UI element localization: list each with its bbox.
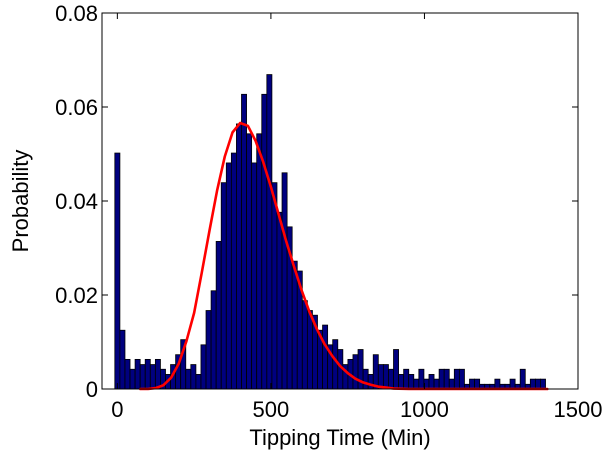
x-axis-label: Tipping Time (Min) xyxy=(249,425,430,450)
y-tick-label: 0.02 xyxy=(55,283,98,308)
histogram-bar xyxy=(377,364,384,390)
histogram-bar xyxy=(210,290,217,390)
x-tick-label: 500 xyxy=(253,397,290,422)
histogram-bar xyxy=(382,364,389,390)
histogram-bar xyxy=(220,182,227,390)
histogram-bar xyxy=(448,378,455,390)
histogram-bar xyxy=(443,368,450,390)
histogram-bar xyxy=(438,368,445,390)
histogram-bar xyxy=(195,374,202,390)
histogram-bar xyxy=(139,364,146,390)
axes-box xyxy=(101,12,579,390)
histogram-bar xyxy=(322,324,329,390)
histogram-bar xyxy=(129,368,136,390)
histogram-bar xyxy=(540,378,546,390)
tick-labels: 0 500 1000 1500 0 0.02 0.04 0.06 0.08 xyxy=(55,1,602,422)
histogram-bar xyxy=(200,344,207,390)
histogram-bar xyxy=(190,364,197,390)
x-tick-label: 0 xyxy=(111,397,123,422)
histogram-bar xyxy=(154,358,161,390)
histogram-bar xyxy=(519,368,526,390)
histogram-bar xyxy=(261,93,268,390)
histogram-bar xyxy=(144,358,151,390)
y-tick-label: 0.08 xyxy=(55,1,98,26)
histogram-bar xyxy=(494,378,501,390)
histogram-bar xyxy=(398,374,405,390)
y-tick-label: 0 xyxy=(86,377,98,402)
histogram-bar xyxy=(372,354,379,390)
histogram-bar xyxy=(246,133,253,390)
histogram-bar xyxy=(408,374,415,390)
histogram-bar xyxy=(241,93,247,390)
histogram-bar xyxy=(114,152,121,390)
histogram-bar xyxy=(388,368,394,390)
histogram-bars xyxy=(114,74,546,390)
histogram-bar xyxy=(291,260,298,390)
histogram-bar xyxy=(230,152,237,390)
histogram-bar xyxy=(215,241,222,390)
histogram-bar xyxy=(393,349,399,390)
x-tick-label: 1500 xyxy=(554,397,603,422)
histogram-bar xyxy=(266,74,273,390)
histogram-bar xyxy=(458,368,465,390)
histogram-bar xyxy=(509,378,516,390)
histogram-bar xyxy=(185,368,192,390)
histogram-bar xyxy=(352,354,359,390)
histogram-bar xyxy=(332,339,339,390)
histogram-bar xyxy=(205,310,212,390)
histogram-bar xyxy=(453,368,460,390)
histogram-bar xyxy=(306,310,313,390)
histogram-bar xyxy=(236,123,242,390)
histogram-bar xyxy=(271,182,278,390)
histogram-bar xyxy=(124,358,131,390)
histogram-bar xyxy=(281,172,288,390)
histogram-bar xyxy=(119,329,126,390)
x-tick-label: 1000 xyxy=(400,397,449,422)
histogram-bar xyxy=(469,378,475,390)
histogram-bar xyxy=(276,211,283,390)
histogram-bar xyxy=(362,368,369,390)
histogram-bar xyxy=(474,378,481,390)
histogram-bar xyxy=(251,162,258,390)
axes xyxy=(101,12,579,390)
histogram-bar xyxy=(418,368,425,390)
histogram-bar xyxy=(403,368,410,390)
y-tick-label: 0.06 xyxy=(55,95,98,120)
y-axis-label: Probability xyxy=(8,150,33,253)
histogram-bar xyxy=(134,358,141,390)
histogram-bar xyxy=(413,378,420,390)
histogram-bar xyxy=(534,378,541,390)
histogram-bar xyxy=(433,378,440,390)
histogram-bar xyxy=(256,133,263,390)
histogram-bar xyxy=(149,364,156,390)
histogram-bar xyxy=(225,162,232,390)
histogram-bar xyxy=(529,378,536,390)
histogram-bar xyxy=(428,374,435,390)
histogram-bar xyxy=(367,374,374,390)
histogram-bar xyxy=(301,300,308,390)
y-tick-label: 0.04 xyxy=(55,189,98,214)
